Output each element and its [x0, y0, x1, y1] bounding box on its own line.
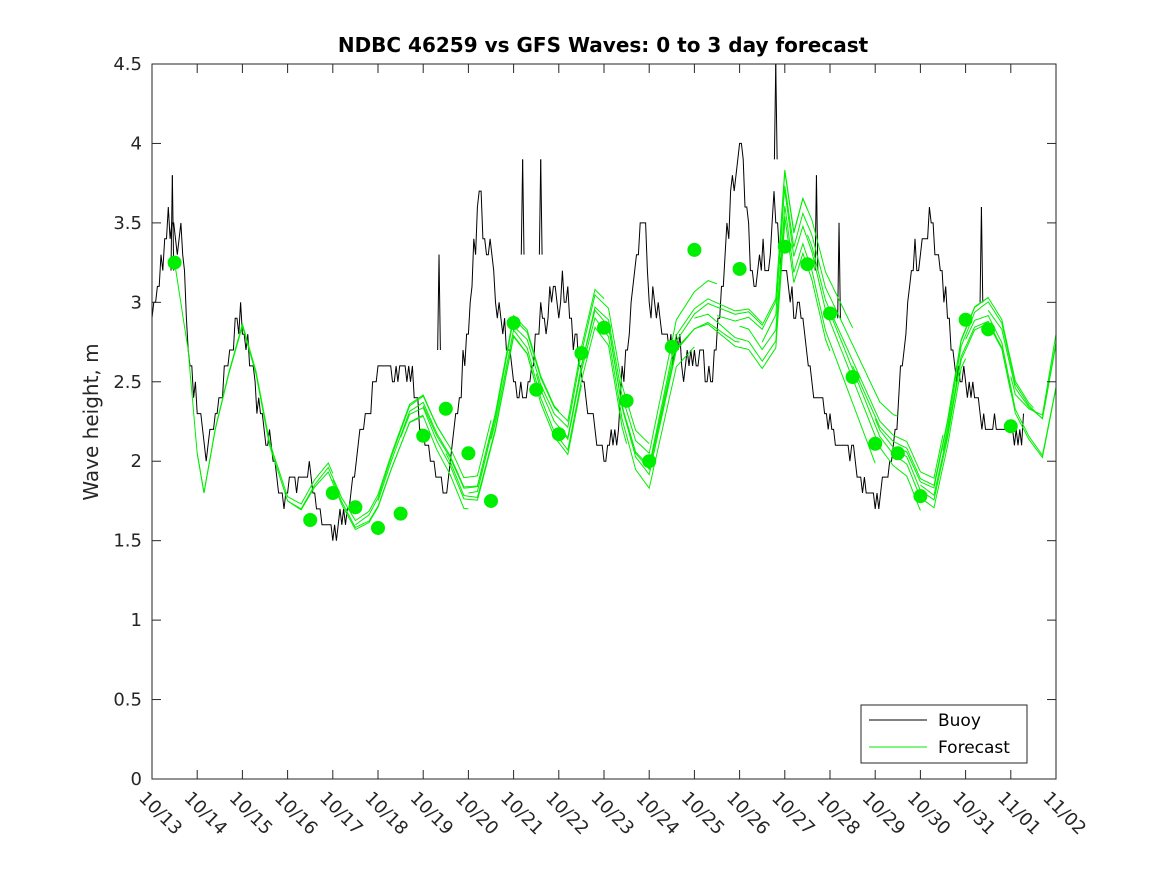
legend: Buoy Forecast: [860, 704, 1028, 764]
y-tick-label-0: 0: [131, 769, 142, 790]
forecast-marker-10: [506, 315, 521, 330]
forecast-cycle-33: [987, 310, 1056, 420]
buoy-spike-down-1: [522, 159, 525, 255]
forecast-marker-14: [597, 320, 611, 335]
forecast-cycle-23: [761, 185, 898, 417]
series-group: [152, 64, 1056, 541]
legend-buoy-label: Buoy: [938, 711, 981, 731]
y-tick-label-9: 4.5: [113, 54, 142, 75]
forecast-cycle-16: [603, 320, 740, 476]
forecast-marker-5: [393, 506, 408, 521]
forecast-marker-25: [890, 446, 905, 461]
forecast-marker-9: [484, 493, 498, 508]
forecast-cycle-14: [558, 316, 695, 490]
forecast-cycle-19: [671, 169, 808, 364]
forecast-marker-12: [551, 427, 566, 442]
forecast-marker-29: [1003, 419, 1018, 434]
chart-title: NDBC 46259 vs GFS Waves: 0 to 3 day fore…: [338, 33, 869, 57]
forecast-cycle-18: [648, 222, 786, 470]
y-tick-label-3: 1.5: [113, 531, 142, 552]
forecast-marker-7: [438, 401, 453, 416]
forecast-marker-22: [823, 306, 837, 321]
forecast-marker-19: [732, 261, 747, 276]
forecast-cycle-15: [580, 280, 718, 455]
y-tick-label-5: 2.5: [113, 372, 142, 393]
forecast-cycle-30: [920, 320, 1056, 497]
y-axis-ticks: 0 0.5 1 1.5 2 2.5 3 3.5 4 4.5: [113, 54, 1056, 790]
forecast-marker-11: [529, 382, 544, 397]
forecast-cycle-29: [897, 296, 1034, 489]
plot-area: [151, 63, 1057, 780]
buoy-spike-down-0: [171, 175, 175, 271]
forecast-cycle-22: [739, 205, 876, 464]
forecast-marker-24: [868, 436, 883, 451]
forecast-marker-6: [416, 428, 431, 443]
forecast-cycle-3: [309, 394, 447, 522]
y-tick-label-4: 2: [131, 451, 142, 472]
y-tick-label-6: 3: [131, 292, 142, 313]
forecast-cycle-4: [332, 415, 469, 529]
forecast-cycle-34: [1010, 334, 1056, 416]
forecast-marker-15: [619, 393, 634, 408]
forecast-cycle-1: [196, 322, 334, 505]
forecast-marker-8: [461, 446, 476, 461]
plot-background: [152, 64, 1056, 779]
forecast-marker-26: [913, 489, 928, 504]
forecast-cycle-8: [422, 314, 560, 489]
forecast-marker-20: [777, 239, 792, 254]
y-tick-label-1: 0.5: [113, 690, 142, 711]
forecast-marker-0: [167, 255, 182, 270]
y-tick-label-7: 3.5: [113, 213, 142, 234]
buoy-spike-down-7: [980, 206, 984, 303]
legend-forecast-label: Forecast: [938, 738, 1010, 758]
buoy-spike-down-6: [438, 254, 441, 351]
buoy-line: [152, 142, 1024, 541]
buoy-spike-down-3: [775, 64, 778, 160]
forecast-cycle-9: [445, 334, 582, 498]
forecast-marker-16: [642, 454, 657, 469]
forecast-cycle-21: [716, 171, 854, 331]
y-axis-label: Wave height, m: [79, 343, 103, 500]
forecast-marker-13: [574, 346, 589, 361]
forecast-marker-4: [371, 520, 385, 535]
forecast-marker-28: [981, 322, 996, 337]
forecast-marker-27: [958, 312, 973, 327]
legend-box: [860, 704, 1028, 764]
forecast-cycle-32: [965, 314, 1056, 457]
y-tick-label-2: 1: [131, 610, 142, 631]
buoy-spike-down-4: [815, 175, 819, 271]
forecast-marker-1: [303, 513, 318, 528]
forecast-marker-18: [687, 242, 702, 257]
forecast-marker-2: [325, 486, 340, 500]
y-tick-label-8: 4: [131, 133, 142, 154]
forecast-marker-21: [800, 257, 815, 272]
buoy-spike-down-2: [540, 159, 543, 255]
forecast-marker-17: [664, 339, 679, 354]
forecast-marker-3: [348, 500, 363, 515]
forecast-marker-23: [845, 370, 860, 385]
forecast-cycle-5: [355, 395, 492, 526]
